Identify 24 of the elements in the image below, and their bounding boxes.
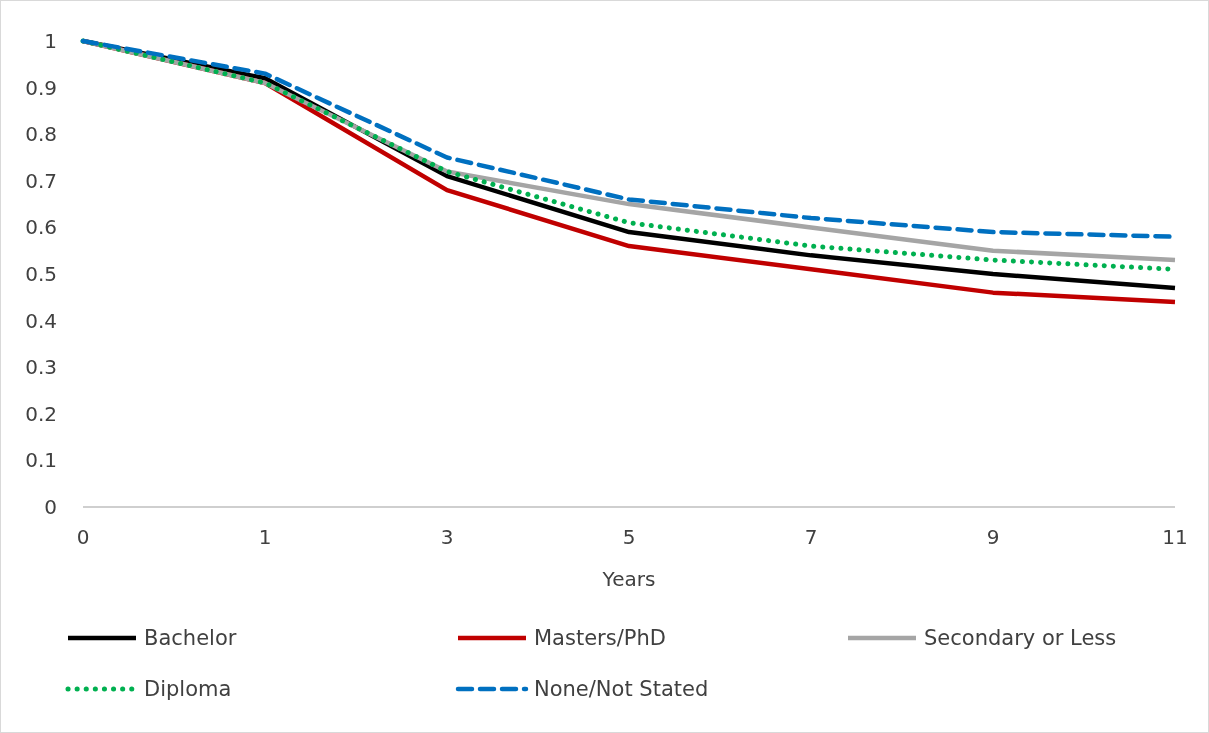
y-tick-label: 0.8 [25, 122, 57, 147]
x-tick-label: 1 [258, 525, 272, 549]
y-tick-label: 0 [44, 495, 57, 519]
y-tick-label: 0.3 [25, 355, 57, 380]
legend-label: Diploma [144, 677, 232, 702]
legend-label: Secondary or Less [924, 626, 1117, 651]
y-tick-label: 0.7 [25, 168, 57, 193]
y-tick-label: 0.2 [25, 401, 57, 426]
x-tick-label: 11 [1162, 525, 1188, 549]
y-tick-label: 0.4 [25, 308, 57, 333]
y-tick-label: 0.5 [25, 262, 57, 286]
x-axis-title: Years [601, 567, 656, 591]
legend-label: None/Not Stated [534, 677, 709, 702]
x-tick-label: 0 [76, 525, 90, 549]
y-tick-label: 0.6 [25, 215, 57, 240]
x-tick-label: 9 [986, 525, 1000, 549]
x-tick-label: 7 [804, 525, 818, 549]
legend-label: Masters/PhD [534, 626, 666, 651]
x-tick-label: 5 [622, 525, 636, 549]
y-tick-label: 1 [44, 29, 57, 53]
y-tick-label: 0.9 [25, 75, 57, 100]
legend-label: Bachelor [144, 626, 237, 651]
y-tick-label: 0.1 [25, 448, 57, 473]
x-tick-label: 3 [440, 525, 454, 549]
